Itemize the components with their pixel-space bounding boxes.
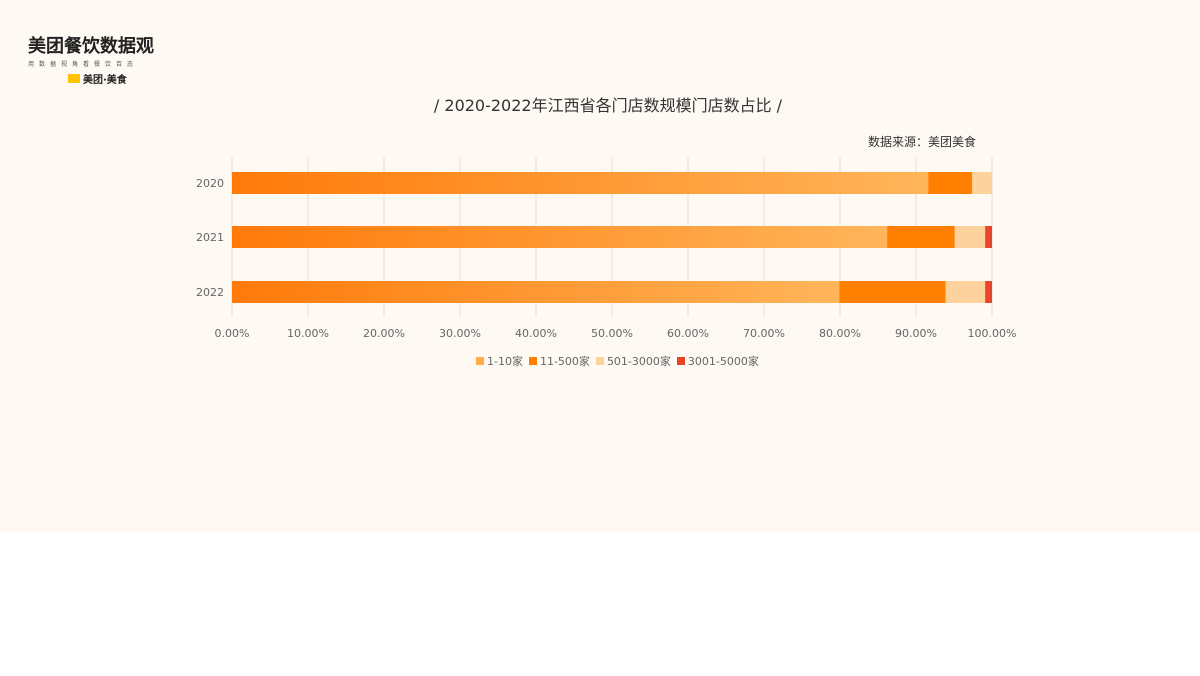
x-tick-label: 30.00%	[439, 327, 481, 340]
legend-label: 11-500家	[539, 355, 590, 368]
bar-segment	[839, 281, 946, 303]
legend-label: 1-10家	[487, 355, 523, 368]
bar-segment	[928, 172, 973, 194]
legend-swatch	[476, 357, 484, 365]
x-tick-label: 40.00%	[515, 327, 557, 340]
legend-item[interactable]: 501-3000家	[595, 353, 671, 369]
bar-segment	[945, 281, 986, 303]
bar-segment	[887, 226, 955, 248]
legend: 1-10家 11-500家 501-3000家 3001-5000家	[476, 353, 759, 369]
bar-segment	[232, 226, 888, 248]
data-source: 数据来源：美团美食	[868, 135, 977, 149]
y-tick-label: 2020	[196, 177, 224, 190]
legend-item[interactable]: 11-500家	[528, 353, 590, 369]
legend-item[interactable]: 3001-5000家	[676, 353, 759, 369]
legend-swatch	[528, 357, 537, 365]
x-tick-label: 20.00%	[363, 327, 405, 340]
bar-chart: 0.00% 10.00% 20.00% 30.00% 40.00% 50.00% 60.00…	[196, 157, 1017, 340]
meituan-badge-icon	[68, 74, 80, 83]
chart-panel	[0, 0, 1200, 532]
x-tick-label: 60.00%	[667, 327, 709, 340]
chart-title: / 2020-2022年江西省各门店数规模门店数占比 /	[433, 96, 783, 115]
bar-segment	[232, 281, 840, 303]
logo-sub: 用数据视角看餐饮百态	[28, 61, 139, 68]
x-tick-label: 10.00%	[287, 327, 329, 340]
y-tick-label: 2021	[196, 231, 224, 244]
logo-main: 美团餐饮数据观	[28, 36, 154, 57]
legend-label: 501-3000家	[606, 355, 671, 368]
x-tick-label: 0.00%	[215, 327, 250, 340]
logo-brand-text: 美团·美食	[83, 75, 127, 86]
x-tick-label: 70.00%	[743, 327, 785, 340]
bar-segment	[954, 226, 986, 248]
legend-item[interactable]: 1-10家	[476, 353, 523, 369]
x-tick-label: 80.00%	[819, 327, 861, 340]
legend-swatch	[595, 357, 604, 365]
bar-segment	[985, 226, 992, 248]
logo: 美团餐饮数据观 用数据视角看餐饮百态 美团·美食	[28, 32, 178, 86]
x-tick-label: 100.00%	[968, 327, 1017, 340]
bar-segment	[985, 281, 992, 303]
bar-segment	[232, 172, 929, 194]
y-tick-label: 2022	[196, 286, 224, 299]
x-tick-label: 90.00%	[895, 327, 937, 340]
legend-swatch	[676, 357, 685, 365]
legend-label: 3001-5000家	[687, 355, 759, 368]
logo-brand: 美团·美食	[68, 71, 178, 86]
bar-segment	[972, 172, 992, 194]
x-tick-label: 50.00%	[591, 327, 633, 340]
